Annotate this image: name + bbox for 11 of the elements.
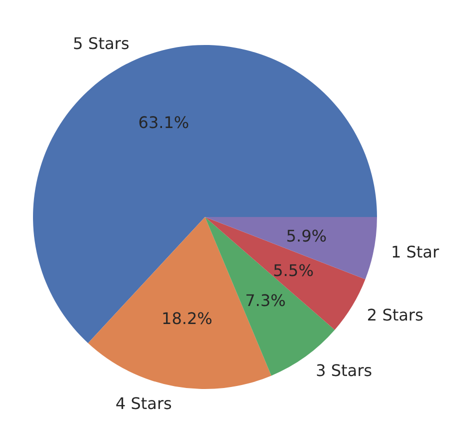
slice-label: 4 Stars [115,394,172,413]
data-label: 7.3% [245,291,286,310]
data-label: 18.2% [162,309,212,328]
pie-slice [205,217,377,280]
data-label: 5.9% [286,226,327,246]
data-label: 5.5% [273,260,314,280]
slice-label: 3 Stars [316,360,372,380]
data-label: 63.1% [138,112,190,132]
slice-label: 2 Stars [366,305,424,324]
slice-label: 5 Stars [72,34,130,54]
slice-label: 1 Star [390,242,440,262]
